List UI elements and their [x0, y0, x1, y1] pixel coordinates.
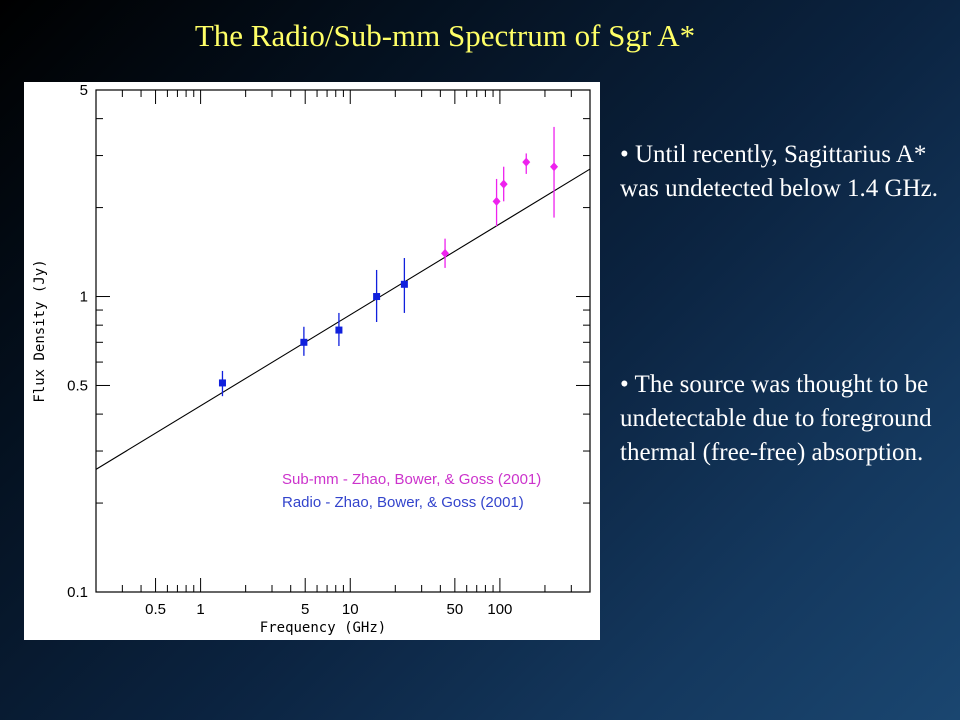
data-point-radio	[335, 326, 343, 334]
data-point-submm	[522, 157, 531, 167]
chart-panel: 0.5 1 5 10 50 100 0.1 0.5 1 5 Frequency (GHz) Flu…	[24, 82, 600, 640]
x-axis-label: Frequency (GHz)	[260, 620, 386, 636]
x-tick-label: 5	[301, 601, 309, 618]
minor-ticks	[95, 90, 591, 592]
data-point-submm	[492, 196, 501, 206]
legend-entry-submm: Sub-mm - Zhao, Bower, & Goss (2001)	[282, 471, 542, 488]
data-point-radio	[400, 280, 408, 288]
x-tick-label: 1	[196, 601, 204, 618]
data-point-radio	[218, 379, 226, 387]
slide-title: The Radio/Sub-mm Spectrum of Sgr A*	[194, 18, 696, 53]
x-tick-label: 0.5	[145, 601, 166, 618]
y-tick-label: 1	[80, 289, 88, 306]
major-ticks	[96, 89, 590, 593]
x-tick-label: 50	[447, 601, 464, 618]
data-markers	[218, 126, 559, 397]
data-point-submm	[550, 162, 559, 172]
y-tick-label: 0.5	[67, 377, 88, 394]
fit-line	[95, 168, 591, 470]
legend-entry-radio: Radio - Zhao, Bower, & Goss (2001)	[282, 494, 524, 511]
tick-labels: 0.5 1 5 10 50 100 0.1 0.5 1 5	[67, 82, 512, 618]
y-tick-label: 5	[80, 82, 88, 99]
x-tick-label: 100	[487, 601, 512, 618]
data-point-radio	[300, 338, 308, 346]
spectrum-chart: 0.5 1 5 10 50 100 0.1 0.5 1 5 Frequency (GHz) Flu…	[32, 82, 591, 636]
data-point-radio	[373, 293, 381, 301]
y-tick-label: 0.1	[67, 584, 88, 601]
bullet-point-2: • The source was thought to be undetecta…	[620, 371, 932, 466]
bullet-point-1: • Until recently, Sagittarius A* was und…	[620, 141, 938, 202]
plot-frame	[95, 89, 591, 593]
data-point-submm	[441, 248, 450, 258]
data-point-submm	[499, 179, 508, 189]
x-tick-label: 10	[342, 601, 359, 618]
y-axis-label: Flux Density (Jy)	[32, 259, 48, 402]
